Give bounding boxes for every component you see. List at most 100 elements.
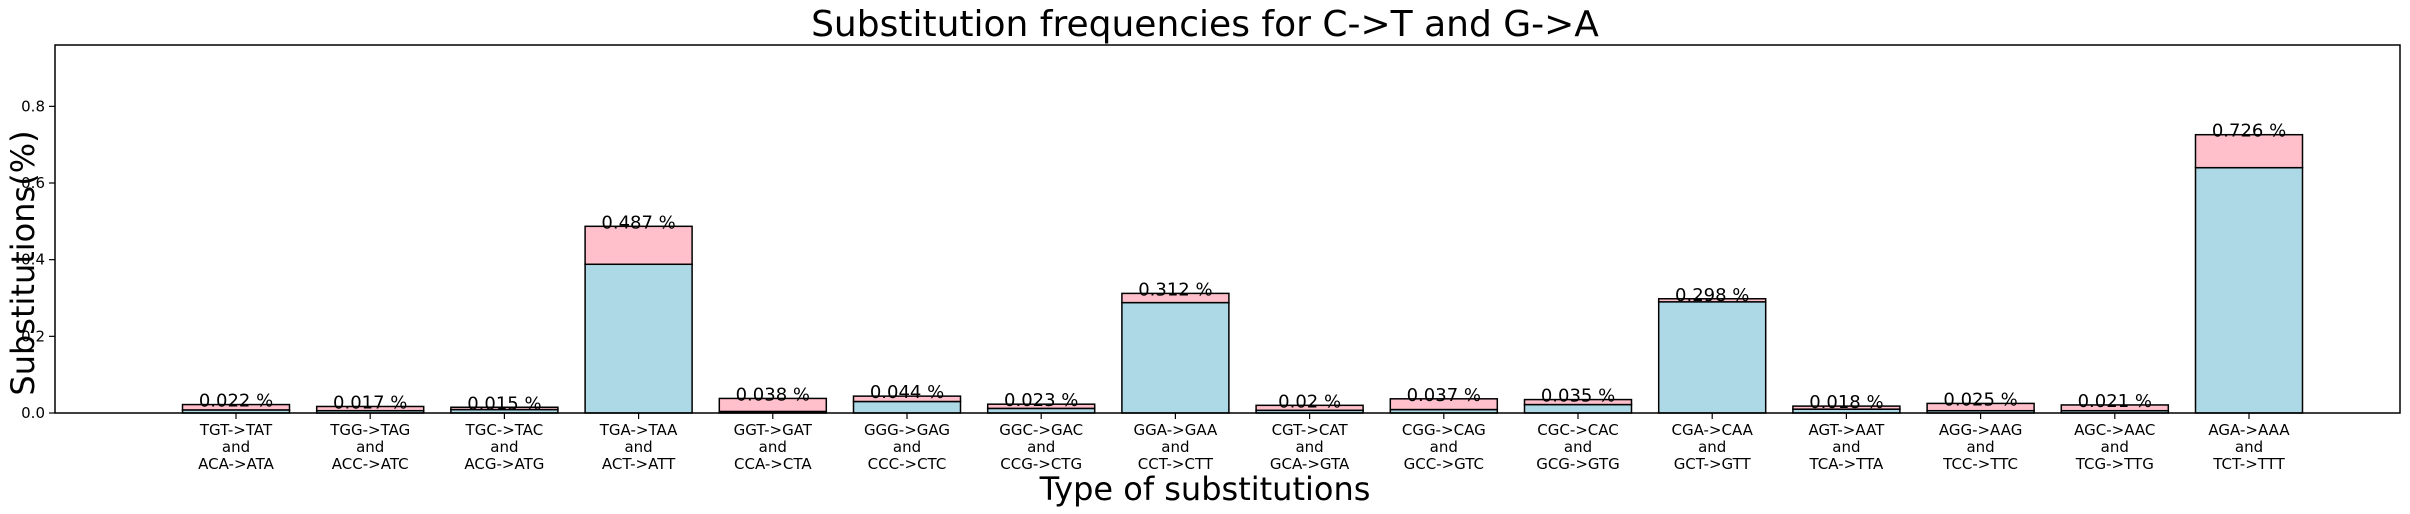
x-tick-label-line: and	[1430, 438, 1458, 456]
data-label-6: 0.044 %	[870, 382, 944, 403]
data-label-3: 0.015 %	[467, 393, 541, 414]
y-tick-label-2: 0.2	[21, 327, 45, 345]
x-tick-label-11: CGC->CAC and GCG->GTG	[1536, 421, 1620, 473]
x-tick-label-line: TGG->TAG	[329, 421, 410, 439]
x-tick-label-line: CGC->CAC	[1537, 421, 1619, 439]
data-label-8: 0.312 %	[1138, 279, 1212, 300]
x-tick-label-line: ACC->ATC	[332, 455, 409, 473]
x-tick-label-line: and	[1564, 438, 1592, 456]
x-tick-label-line: AGT->AAT	[1809, 421, 1886, 439]
x-tick-label-line: and	[759, 438, 787, 456]
x-tick-label-line: and	[490, 438, 518, 456]
x-axis-label: Type of substitutions	[1039, 470, 1371, 508]
x-tick-label-line: TGA->TAA	[599, 421, 678, 439]
bar-upper-10	[1389, 398, 1499, 411]
x-tick-label-5: GGT->GAT and CCA->CTA	[734, 421, 813, 473]
y-axis-label: Substitutions(%)	[4, 130, 42, 395]
x-tick-label-line: TCT->TTT	[2212, 455, 2285, 473]
bar-lower-6	[852, 400, 962, 414]
y-tick-label-3: 0.4	[21, 251, 45, 269]
x-tick-label-line: TCG->TTG	[2075, 455, 2154, 473]
x-tick-label-16: AGA->AAA and TCT->TTT	[2208, 421, 2290, 473]
bar-lower-16	[2194, 166, 2304, 414]
bar-upper-11	[1523, 398, 1633, 406]
data-label-7: 0.023 %	[1004, 390, 1078, 411]
x-tick-label-line: and	[2101, 438, 2129, 456]
x-tick-label-line: GCC->GTC	[1404, 455, 1484, 473]
bar-upper-14	[1926, 402, 2035, 412]
x-tick-label-13: AGT->AAT and TCA->TTA	[1808, 421, 1885, 473]
bar-upper-1	[181, 403, 291, 411]
x-tick-label-4: TGA->TAA and ACT->ATT	[599, 421, 678, 473]
plot-area: 0.022 % 0.017 % 0.015 % 0.487 % 0.038 % 0.044…	[21, 44, 2401, 473]
y-tick-label-4: 0.6	[21, 174, 45, 192]
x-tick-label-line: AGA->AAA	[2208, 421, 2290, 439]
data-label-1: 0.022 %	[199, 391, 273, 412]
data-label-14: 0.025 %	[1943, 389, 2017, 410]
bar-upper-5	[718, 397, 828, 413]
x-tick-label-line: CGG->CAG	[1402, 421, 1486, 439]
x-tick-label-12: CGA->CAA and GCT->GTT	[1671, 421, 1753, 473]
bar-lower-12	[1657, 301, 1767, 414]
data-label-12: 0.298 %	[1675, 285, 1749, 306]
y-tick-label-5: 0.8	[21, 97, 45, 115]
x-tick-label-line: and	[222, 438, 250, 456]
x-tick-label-line: CGT->CAT	[1272, 421, 1349, 439]
bar-upper-3	[450, 406, 559, 411]
x-tick-label-line: GGT->GAT	[734, 421, 813, 439]
x-tick-label-line: GCA->GTA	[1270, 455, 1350, 473]
x-tick-label-line: and	[893, 438, 921, 456]
x-tick-label-line: and	[1161, 438, 1189, 456]
x-tick-label-line: GGC->GAC	[999, 421, 1083, 439]
x-tick-label-6: GGG->GAG and CCC->CTC	[864, 421, 950, 473]
data-label-4: 0.487 %	[601, 212, 675, 233]
x-tick-label-line: and	[1698, 438, 1726, 456]
x-tick-label-line: TCA->TTA	[1808, 455, 1884, 473]
x-tick-label-line: GGG->GAG	[864, 421, 950, 439]
x-tick-label-line: and	[624, 438, 652, 456]
x-tick-label-line: GCT->GTT	[1674, 455, 1752, 473]
data-label-11: 0.035 %	[1541, 386, 1615, 407]
x-tick-label-8: GGA->GAA and CCT->CTT	[1134, 421, 1218, 473]
data-label-13: 0.018 %	[1809, 392, 1883, 413]
x-tick-label-line: GCG->GTG	[1536, 455, 1620, 473]
x-tick-label-line: and	[1295, 438, 1323, 456]
x-tick-label-line: CCA->CTA	[734, 455, 812, 473]
x-tick-label-line: and	[2235, 438, 2263, 456]
bar-upper-13	[1792, 405, 1901, 410]
x-tick-label-3: TGC->TAC and ACG->ATG	[464, 421, 544, 473]
x-tick-label-line: TGT->TAT	[199, 421, 273, 439]
y-tick-label-1: 0.0	[21, 404, 45, 422]
x-tick-label-line: CCC->CTC	[868, 455, 947, 473]
x-tick-label-9: CGT->CAT and GCA->GTA	[1270, 421, 1350, 473]
x-tick-label-7: GGC->GAC and CCG->CTG	[999, 421, 1083, 473]
x-tick-label-line: and	[1966, 438, 1994, 456]
x-tick-label-line: ACG->ATG	[464, 455, 544, 473]
x-tick-label-line: CGA->CAA	[1671, 421, 1753, 439]
x-tick-label-line: ACT->ATT	[602, 455, 676, 473]
bar-upper-6	[852, 395, 962, 403]
data-label-2: 0.017 %	[333, 392, 407, 413]
bar-upper-9	[1255, 404, 1364, 412]
x-tick-label-line: CCT->CTT	[1138, 455, 1214, 473]
x-tick-label-line: TGC->TAC	[465, 421, 544, 439]
bar-lower-8	[1121, 301, 1230, 414]
bar-upper-7	[986, 403, 1096, 410]
bar-upper-12	[1657, 298, 1767, 303]
x-tick-label-14: AGG->AAG and TCC->TTC	[1939, 421, 2023, 473]
data-label-15: 0.021 %	[2078, 391, 2152, 412]
data-label-5: 0.038 %	[736, 384, 810, 405]
x-tick-label-1: TGT->TAT and ACA->ATA	[198, 421, 274, 473]
bar-upper-8	[1121, 292, 1230, 304]
plot-frame	[54, 44, 2401, 414]
x-tick-label-line: CCG->CTG	[1000, 455, 1082, 473]
x-tick-label-line: and	[1027, 438, 1055, 456]
x-tick-label-line: AGG->AAG	[1939, 421, 2023, 439]
data-label-9: 0.02 %	[1278, 391, 1341, 412]
x-tick-label-line: and	[1832, 438, 1860, 456]
x-tick-label-2: TGG->TAG and ACC->ATC	[329, 421, 410, 473]
x-tick-label-10: CGG->CAG and GCC->GTC	[1402, 421, 1486, 473]
x-tick-label-15: AGC->AAC and TCG->TTG	[2074, 421, 2155, 473]
